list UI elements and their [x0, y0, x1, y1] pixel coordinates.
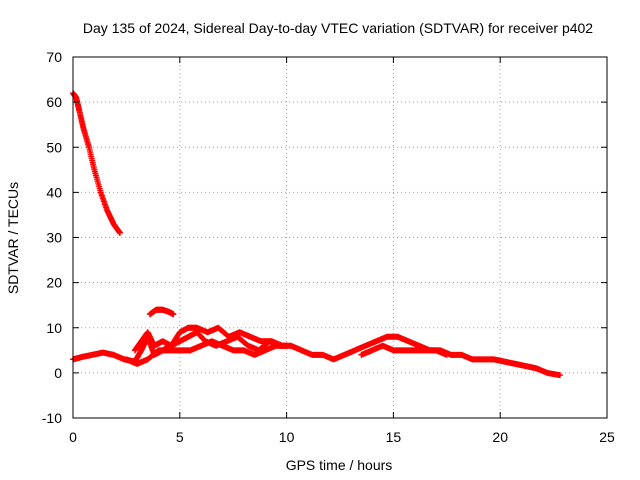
data-point [283, 342, 290, 349]
x-tick-label: 10 [279, 429, 295, 445]
x-tick-label: 15 [386, 429, 402, 445]
x-tick-label: 5 [176, 429, 184, 445]
series-6 [146, 306, 177, 318]
series-5 [358, 342, 450, 358]
data-point [557, 372, 564, 379]
y-tick-label: 70 [46, 49, 62, 65]
y-tick-label: -10 [42, 410, 62, 426]
series-1 [70, 90, 123, 236]
series-4 [123, 338, 290, 367]
tick-marks [72, 56, 608, 419]
y-tick-labels: -10 0 10 20 30 40 50 60 70 [42, 49, 62, 426]
y-tick-label: 10 [46, 320, 62, 336]
y-tick-label: 40 [46, 184, 62, 200]
y-tick-label: 60 [46, 94, 62, 110]
data-points [70, 90, 564, 379]
grid-lines [73, 57, 607, 418]
y-tick-label: 20 [46, 275, 62, 291]
y-tick-label: 30 [46, 230, 62, 246]
data-point [443, 351, 450, 358]
x-tick-labels: 0 5 10 15 20 25 [69, 429, 615, 445]
y-axis-label: SDTVAR / TECUs [5, 182, 21, 294]
x-tick-label: 20 [492, 429, 508, 445]
y-tick-label: 0 [54, 365, 62, 381]
x-tick-label: 0 [69, 429, 77, 445]
data-point [170, 311, 177, 318]
y-tick-label: 50 [46, 139, 62, 155]
x-axis-label: GPS time / hours [286, 457, 393, 473]
series-3 [131, 324, 286, 354]
x-tick-label: 25 [599, 429, 615, 445]
chart-title: Day 135 of 2024, Sidereal Day-to-day VTE… [83, 20, 593, 36]
data-point [116, 229, 123, 236]
